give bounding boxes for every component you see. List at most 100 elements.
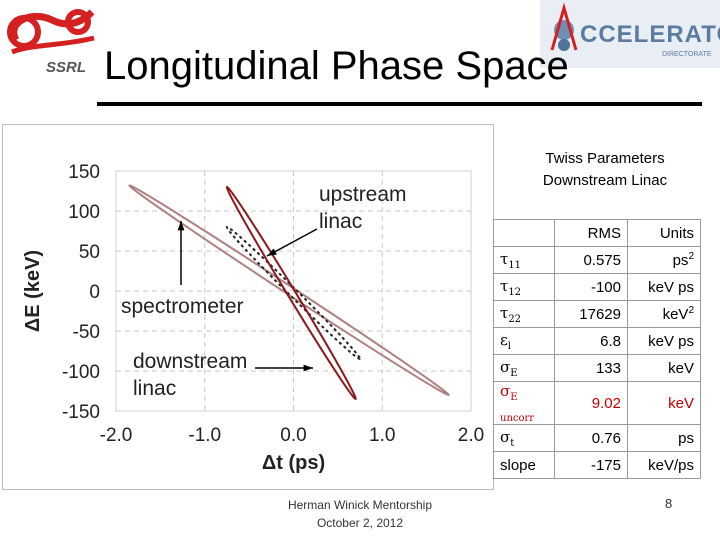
y-tick-label: -100	[62, 362, 100, 383]
twiss-row: εl 6.8 keV ps	[493, 327, 701, 355]
x-tick-label: -2.0	[100, 425, 133, 446]
twiss-unit: keV/ps	[627, 451, 701, 479]
y-tick-label: -50	[73, 322, 100, 343]
y-tick-label: 100	[68, 202, 100, 223]
twiss-caption: Twiss Parameters Downstream Linac	[505, 148, 705, 192]
twiss-row: σt 0.76 ps	[493, 424, 701, 452]
spectrometer-arrow-head	[177, 221, 185, 231]
twiss-param-subscript: 12	[508, 286, 522, 298]
twiss-unit-text: keV ps	[648, 332, 694, 350]
twiss-value: 17629	[554, 300, 628, 328]
twiss-row: τ22 17629 keV2	[493, 300, 701, 328]
footer: Herman Winick Mentorship October 2, 2012	[230, 496, 490, 532]
twiss-param-subscript: 11	[508, 259, 522, 271]
spectrometer-ellipse	[225, 225, 362, 361]
twiss-param-symbol: ε	[500, 330, 508, 349]
twiss-row: slope -175 keV/ps	[493, 451, 701, 479]
twiss-row: σE uncorr 9.02 keV	[493, 381, 701, 425]
twiss-param: εl	[493, 327, 555, 355]
y-tick-label: 150	[68, 162, 100, 183]
y-axis-label: ΔE (keV)	[22, 250, 44, 332]
twiss-param-symbol: τ	[500, 303, 509, 322]
page-number: 8	[665, 496, 673, 511]
twiss-unit: keV	[627, 354, 701, 382]
twiss-param-symbol: slope	[500, 457, 536, 474]
upstream-linac-ellipse	[225, 185, 357, 401]
twiss-value: -175	[554, 451, 628, 479]
twiss-param-subscript: E uncorr	[500, 392, 535, 424]
x-tick-label: 2.0	[458, 425, 484, 446]
chart-svg: -2.0 -1.0 0.0 1.0 2.0 150 100 50 0 -50 -100 -150 Δt …	[22, 162, 484, 474]
twiss-param-subscript: E	[510, 367, 518, 379]
twiss-row: τ11 0.575 ps2	[493, 246, 701, 274]
phase-space-chart: -2.0 -1.0 0.0 1.0 2.0 150 100 50 0 -50 -100 -150 Δt …	[2, 124, 494, 490]
twiss-unit-text: keV	[668, 359, 694, 377]
plot-area	[115, 170, 472, 412]
twiss-unit-text: ps	[678, 429, 694, 447]
twiss-header-row: RMS Units	[493, 219, 701, 247]
twiss-param: σE uncorr	[493, 381, 555, 425]
annotation-upstream-line2: linac	[319, 210, 362, 233]
twiss-param: σE	[493, 354, 555, 382]
twiss-param-symbol: σ	[500, 357, 511, 376]
twiss-header-cell: Units	[627, 219, 701, 247]
twiss-unit-text: keV ps	[648, 278, 694, 296]
twiss-unit-superscript: 2	[688, 251, 694, 262]
footer-presenter: Herman Winick Mentorship	[287, 498, 433, 512]
ssrl-logo-text: SSRL	[46, 59, 86, 76]
twiss-unit: ps	[627, 424, 701, 452]
title-rule	[97, 102, 702, 106]
annotation-downstream-line1: downstream	[133, 350, 247, 373]
directorate-logo-text: DIRECTORATE	[662, 51, 712, 58]
twiss-caption-line1: Twiss Parameters	[545, 150, 665, 167]
twiss-header-cell: RMS	[554, 219, 628, 247]
twiss-param-subscript: l	[507, 340, 511, 352]
twiss-param: slope	[493, 451, 555, 479]
annotation-downstream-line2: linac	[133, 377, 176, 400]
twiss-unit: keV2	[627, 300, 701, 328]
x-tick-label: 1.0	[369, 425, 395, 446]
twiss-unit-text: ps	[672, 252, 689, 269]
upstream-arrow-head	[267, 248, 277, 256]
slide-title: Longitudinal Phase Space	[104, 44, 569, 88]
annotation-upstream-line1: upstream	[319, 183, 407, 206]
twiss-caption-line2: Downstream Linac	[542, 172, 668, 189]
x-tick-label: -1.0	[188, 425, 221, 446]
twiss-header-cell	[493, 219, 555, 247]
twiss-param-symbol: σ	[500, 427, 511, 446]
twiss-param-subscript: t	[510, 437, 515, 449]
downstream-arrow-head	[303, 364, 313, 372]
twiss-param: σt	[493, 424, 555, 452]
twiss-value: 0.76	[554, 424, 628, 452]
twiss-param-symbol: τ	[500, 276, 509, 295]
twiss-param: τ11	[493, 246, 555, 274]
x-axis-label: Δt (ps)	[262, 452, 325, 474]
twiss-param: τ12	[493, 273, 555, 301]
twiss-unit: keV ps	[627, 273, 701, 301]
twiss-param-symbol: σ	[500, 382, 511, 400]
twiss-row: σE 133 keV	[493, 354, 701, 382]
twiss-value: -100	[554, 273, 628, 301]
twiss-table: RMS Units τ11 0.575 ps2 τ12 -100 keV ps τ22 17629…	[493, 219, 701, 479]
y-tick-label: 0	[89, 282, 100, 303]
y-tick-label: -150	[62, 402, 100, 423]
twiss-unit: keV ps	[627, 327, 701, 355]
twiss-value: 6.8	[554, 327, 628, 355]
upstream-arrow-shaft	[266, 228, 318, 257]
annotation-spectrometer: spectrometer	[121, 295, 244, 318]
twiss-value: 0.575	[554, 246, 628, 274]
y-tick-label: 50	[79, 242, 100, 263]
twiss-param: τ22	[493, 300, 555, 328]
accelerator-logo-text: CCELERATOR	[580, 21, 720, 48]
twiss-row: τ12 -100 keV ps	[493, 273, 701, 301]
accelerator-directorate-logo: CCELERATOR DIRECTORATE	[540, 0, 720, 68]
twiss-unit: ps2	[627, 246, 701, 274]
ssrl-logo: SSRL	[2, 2, 102, 77]
footer-date: October 2, 2012	[316, 516, 404, 530]
twiss-unit-text: keV	[662, 306, 689, 323]
twiss-unit-text: keV/ps	[648, 456, 694, 474]
twiss-value: 133	[554, 354, 628, 382]
twiss-unit-superscript: 2	[688, 305, 694, 316]
twiss-value: 9.02	[554, 381, 628, 425]
twiss-param-symbol: τ	[500, 249, 509, 268]
